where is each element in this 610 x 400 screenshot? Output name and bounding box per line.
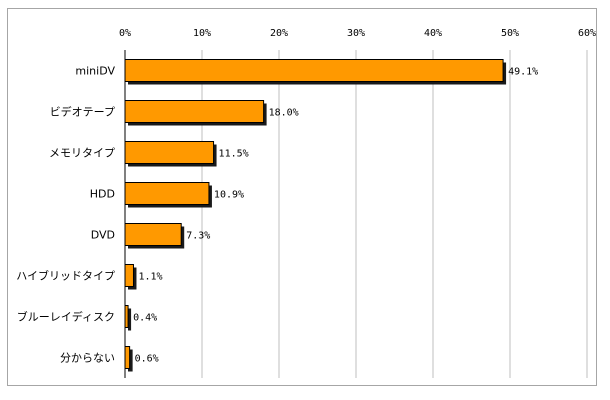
data-label-6: 0.4% bbox=[133, 313, 157, 324]
x-tick-label-0: 0% bbox=[119, 28, 131, 39]
x-tick-label-5: 50% bbox=[501, 28, 519, 39]
x-tick-label-4: 40% bbox=[424, 28, 442, 39]
bar-0 bbox=[124, 59, 504, 82]
data-label-3: 10.9% bbox=[214, 190, 244, 201]
category-label-2: メモリタイプ bbox=[49, 147, 115, 160]
bar-1 bbox=[124, 100, 265, 123]
category-label-3: HDD bbox=[90, 188, 115, 201]
category-label-0: miniDV bbox=[75, 65, 115, 78]
category-label-6: ブルーレイディスク bbox=[17, 310, 115, 324]
category-label-7: 分からない bbox=[60, 352, 115, 365]
bar-4 bbox=[124, 223, 182, 246]
bar-shadow-6 bbox=[128, 308, 132, 331]
bar-2 bbox=[124, 141, 215, 164]
data-label-0: 49.1% bbox=[508, 67, 538, 78]
bar-3 bbox=[124, 182, 210, 205]
bar-shadow-7 bbox=[128, 349, 133, 372]
bar-5 bbox=[124, 264, 134, 287]
category-label-1: ビデオテープ bbox=[50, 105, 115, 119]
category-label-4: DVD bbox=[91, 229, 115, 242]
data-label-7: 0.6% bbox=[135, 354, 159, 365]
bar-6 bbox=[124, 305, 129, 328]
data-label-4: 7.3% bbox=[186, 231, 210, 242]
bar-7 bbox=[124, 346, 131, 369]
x-tick-label-1: 10% bbox=[193, 28, 211, 39]
data-label-2: 11.5% bbox=[219, 149, 249, 160]
data-label-5: 1.1% bbox=[138, 272, 162, 283]
x-tick-label-6: 60% bbox=[578, 28, 596, 39]
data-label-1: 18.0% bbox=[269, 108, 299, 119]
category-label-5: ハイブリッドタイプ bbox=[16, 269, 115, 283]
x-tick-label-2: 20% bbox=[270, 28, 288, 39]
x-tick-label-3: 30% bbox=[347, 28, 365, 39]
